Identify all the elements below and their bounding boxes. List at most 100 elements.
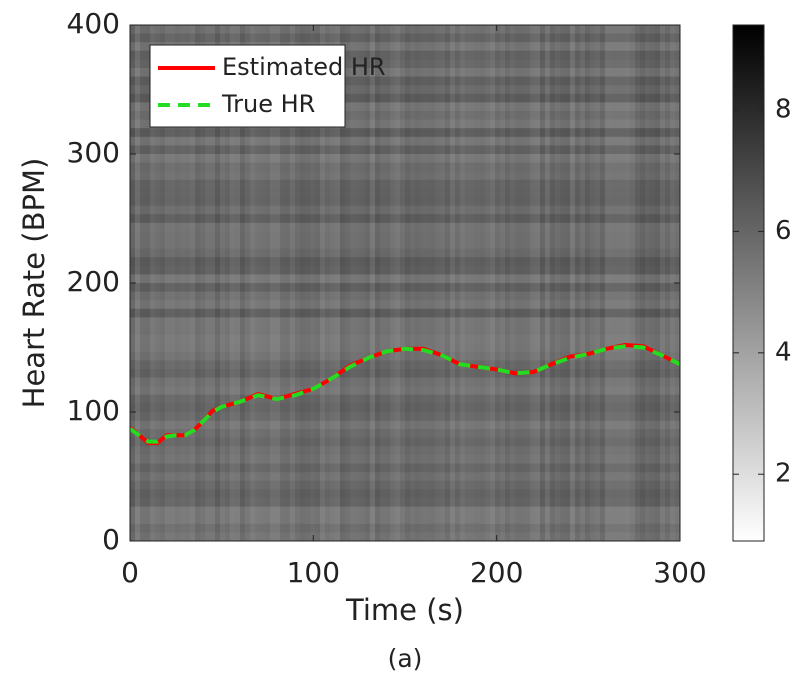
spectrogram-band	[130, 515, 680, 524]
spectrogram-band	[130, 274, 680, 283]
legend: Estimated HR True HR	[149, 44, 386, 128]
spectrogram-stripe	[230, 25, 235, 541]
spectrogram-stripe	[280, 25, 285, 541]
spectrogram-stripe	[350, 25, 355, 541]
spectrogram-stripe	[310, 25, 315, 541]
spectrogram-stripe	[340, 25, 345, 541]
spectrogram-band	[130, 154, 680, 163]
spectrogram-stripe	[405, 25, 410, 541]
spectrogram-stripe	[640, 25, 645, 541]
spectrogram-stripe	[390, 25, 395, 541]
spectrogram-band	[130, 420, 680, 430]
colorbar-tick-label: 4	[775, 337, 792, 367]
spectrogram-stripe	[610, 25, 615, 541]
spectrogram-stripe	[195, 25, 200, 541]
spectrogram-band	[130, 76, 680, 86]
y-tick-label: 400	[67, 7, 120, 40]
x-label: Time (s)	[345, 593, 464, 627]
y-label: Heart Rate (BPM)	[17, 158, 51, 409]
spectrogram-stripe	[300, 25, 305, 541]
spectrogram-stripe	[575, 25, 580, 541]
spectrogram-stripe	[275, 25, 280, 541]
spectrogram-stripe	[495, 25, 500, 541]
spectrogram-stripe	[140, 25, 145, 541]
x-tick-label: 300	[653, 556, 706, 589]
spectrogram-stripe	[450, 25, 455, 541]
spectrogram-stripe	[475, 25, 480, 541]
spectrogram-stripe	[355, 25, 360, 541]
spectrogram-band	[130, 394, 680, 404]
spectrogram-stripe	[285, 25, 290, 541]
spectrogram-band	[130, 283, 680, 292]
spectrogram-band	[130, 308, 680, 318]
spectrogram-stripe	[650, 25, 655, 541]
spectrogram-stripe	[490, 25, 495, 541]
spectrogram-band	[130, 480, 680, 490]
spectrogram-stripe	[150, 25, 155, 541]
x-tick-label: 100	[287, 556, 340, 589]
spectrogram-stripe	[585, 25, 590, 541]
spectrogram-stripe	[260, 25, 265, 541]
spectrogram-band	[130, 119, 680, 129]
spectrogram-stripe	[530, 25, 535, 541]
spectrogram-band	[130, 136, 680, 146]
spectrogram-stripe	[270, 25, 275, 541]
spectrogram-band	[130, 498, 680, 507]
spectrogram-band	[130, 222, 680, 232]
caption: (a)	[388, 644, 423, 673]
spectrogram-band	[130, 93, 680, 103]
spectrogram-band	[130, 437, 680, 447]
spectrogram-stripe	[160, 25, 165, 541]
spectrogram-stripe	[290, 25, 295, 541]
spectrogram-stripe	[600, 25, 605, 541]
spectrogram-band	[130, 455, 680, 464]
spectrogram-band	[130, 205, 680, 215]
spectrogram-stripe	[515, 25, 520, 541]
spectrogram-stripe	[410, 25, 415, 541]
spectrogram-band	[130, 33, 680, 43]
spectrogram-stripe	[385, 25, 390, 541]
spectrogram-band	[130, 102, 680, 111]
spectrogram-stripe	[550, 25, 555, 541]
spectrogram-stripe	[525, 25, 530, 541]
colorbar-tick-label: 8	[775, 94, 792, 124]
spectrogram-stripe	[665, 25, 670, 541]
spectrogram-band	[130, 326, 680, 335]
spectrogram-band	[130, 162, 680, 172]
spectrogram-band	[130, 291, 680, 301]
spectrogram-stripe	[190, 25, 195, 541]
spectrogram-band	[130, 257, 680, 266]
spectrogram-stripe	[500, 25, 505, 541]
spectrogram-band	[130, 377, 680, 387]
spectrogram-stripe	[455, 25, 460, 541]
spectrogram-band	[130, 334, 680, 344]
spectrogram-band	[130, 214, 680, 223]
spectrogram-stripe	[465, 25, 470, 541]
spectrogram-band	[130, 42, 680, 51]
spectrogram-stripe	[320, 25, 325, 541]
spectrogram-stripe	[625, 25, 630, 541]
spectrogram-band	[130, 300, 680, 309]
spectrogram-stripe	[580, 25, 585, 541]
spectrogram-band	[130, 197, 680, 206]
spectrogram-band	[130, 68, 680, 77]
spectrogram-band	[130, 506, 680, 516]
spectrogram-stripe	[565, 25, 570, 541]
spectrogram-stripe	[420, 25, 425, 541]
spectrogram-stripe	[330, 25, 335, 541]
y-tick-label: 200	[67, 265, 120, 298]
spectrogram-stripe	[520, 25, 525, 541]
spectrogram-stripe	[545, 25, 550, 541]
spectrogram-stripe	[155, 25, 160, 541]
spectrogram-stripe	[380, 25, 385, 541]
spectrogram-stripe	[605, 25, 610, 541]
spectrogram-band	[130, 188, 680, 197]
spectrogram-band	[130, 412, 680, 421]
spectrogram-stripe	[505, 25, 510, 541]
spectrogram-band	[130, 59, 680, 68]
spectrogram-band	[130, 317, 680, 326]
spectrogram-stripe	[170, 25, 175, 541]
spectrogram-stripe	[570, 25, 575, 541]
spectrogram-stripe	[645, 25, 650, 541]
colorbar	[732, 24, 765, 542]
